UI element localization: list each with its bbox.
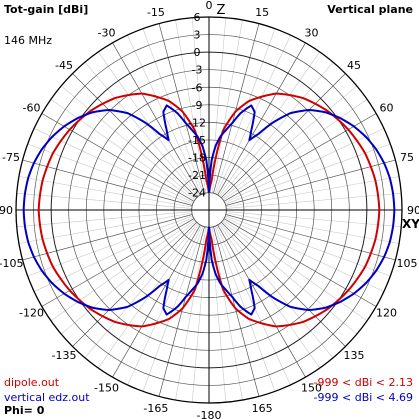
- angle-label: -15: [147, 6, 165, 19]
- horizon-axis-name: XY: [402, 217, 419, 231]
- angle-label: 30: [305, 27, 319, 40]
- angle-label: -90: [0, 204, 13, 217]
- radial-tick-label: -24: [188, 187, 206, 200]
- radial-tick-label: -3: [192, 64, 203, 77]
- angle-label: 75: [400, 151, 414, 164]
- angle-label: -165: [143, 402, 168, 415]
- angle-label: 120: [376, 307, 397, 320]
- angle-label: -150: [94, 382, 119, 395]
- plane-label: Vertical plane: [327, 3, 413, 16]
- angle-label: 45: [347, 59, 361, 72]
- legend-vertical-file: vertical edz.out: [4, 391, 90, 404]
- angle-label: -45: [55, 59, 73, 72]
- angle-label: -75: [2, 151, 20, 164]
- angle-label: 135: [344, 349, 365, 362]
- angle-label: -120: [19, 307, 44, 320]
- angle-label: 105: [397, 257, 418, 270]
- angle-label: -135: [52, 349, 77, 362]
- radial-tick-label: 3: [194, 29, 201, 42]
- radial-tick-label: -15: [188, 134, 206, 147]
- radial-tick-label: 0: [194, 46, 201, 59]
- angle-label: 165: [252, 402, 273, 415]
- angle-label: 150: [301, 382, 322, 395]
- phi-label: Phi= 0: [4, 404, 45, 417]
- polar-grid: [15, 16, 403, 404]
- radial-tick-label: 6: [194, 11, 201, 24]
- radial-tick-label: -6: [192, 81, 203, 94]
- chart-title: Tot-gain [dBi]: [4, 3, 89, 16]
- legend-vertical-range: -999 < dBi < 4.69: [313, 391, 413, 404]
- frequency-label: 146 MHz: [4, 34, 53, 47]
- angle-label: -105: [0, 257, 23, 270]
- angle-label: 60: [380, 102, 394, 115]
- zenith-axis-name: Z: [217, 3, 226, 18]
- series-trace-1: [22, 104, 396, 316]
- angle-label: 0: [206, 0, 213, 12]
- angle-label: 15: [255, 6, 269, 19]
- radial-tick-label: -9: [192, 99, 203, 112]
- legend-dipole-range: -999 < dBi < 2.13: [313, 376, 413, 389]
- angle-label: -180: [197, 409, 222, 419]
- angle-label: -30: [98, 27, 116, 40]
- radial-tick-label: -12: [188, 116, 206, 129]
- pattern-traces: [22, 92, 396, 328]
- radial-tick-label: -21: [188, 169, 206, 182]
- angle-label: -60: [23, 102, 41, 115]
- legend-dipole-file: dipole.out: [4, 376, 60, 389]
- angle-label: 90: [407, 204, 419, 217]
- radial-tick-label: -18: [188, 152, 206, 165]
